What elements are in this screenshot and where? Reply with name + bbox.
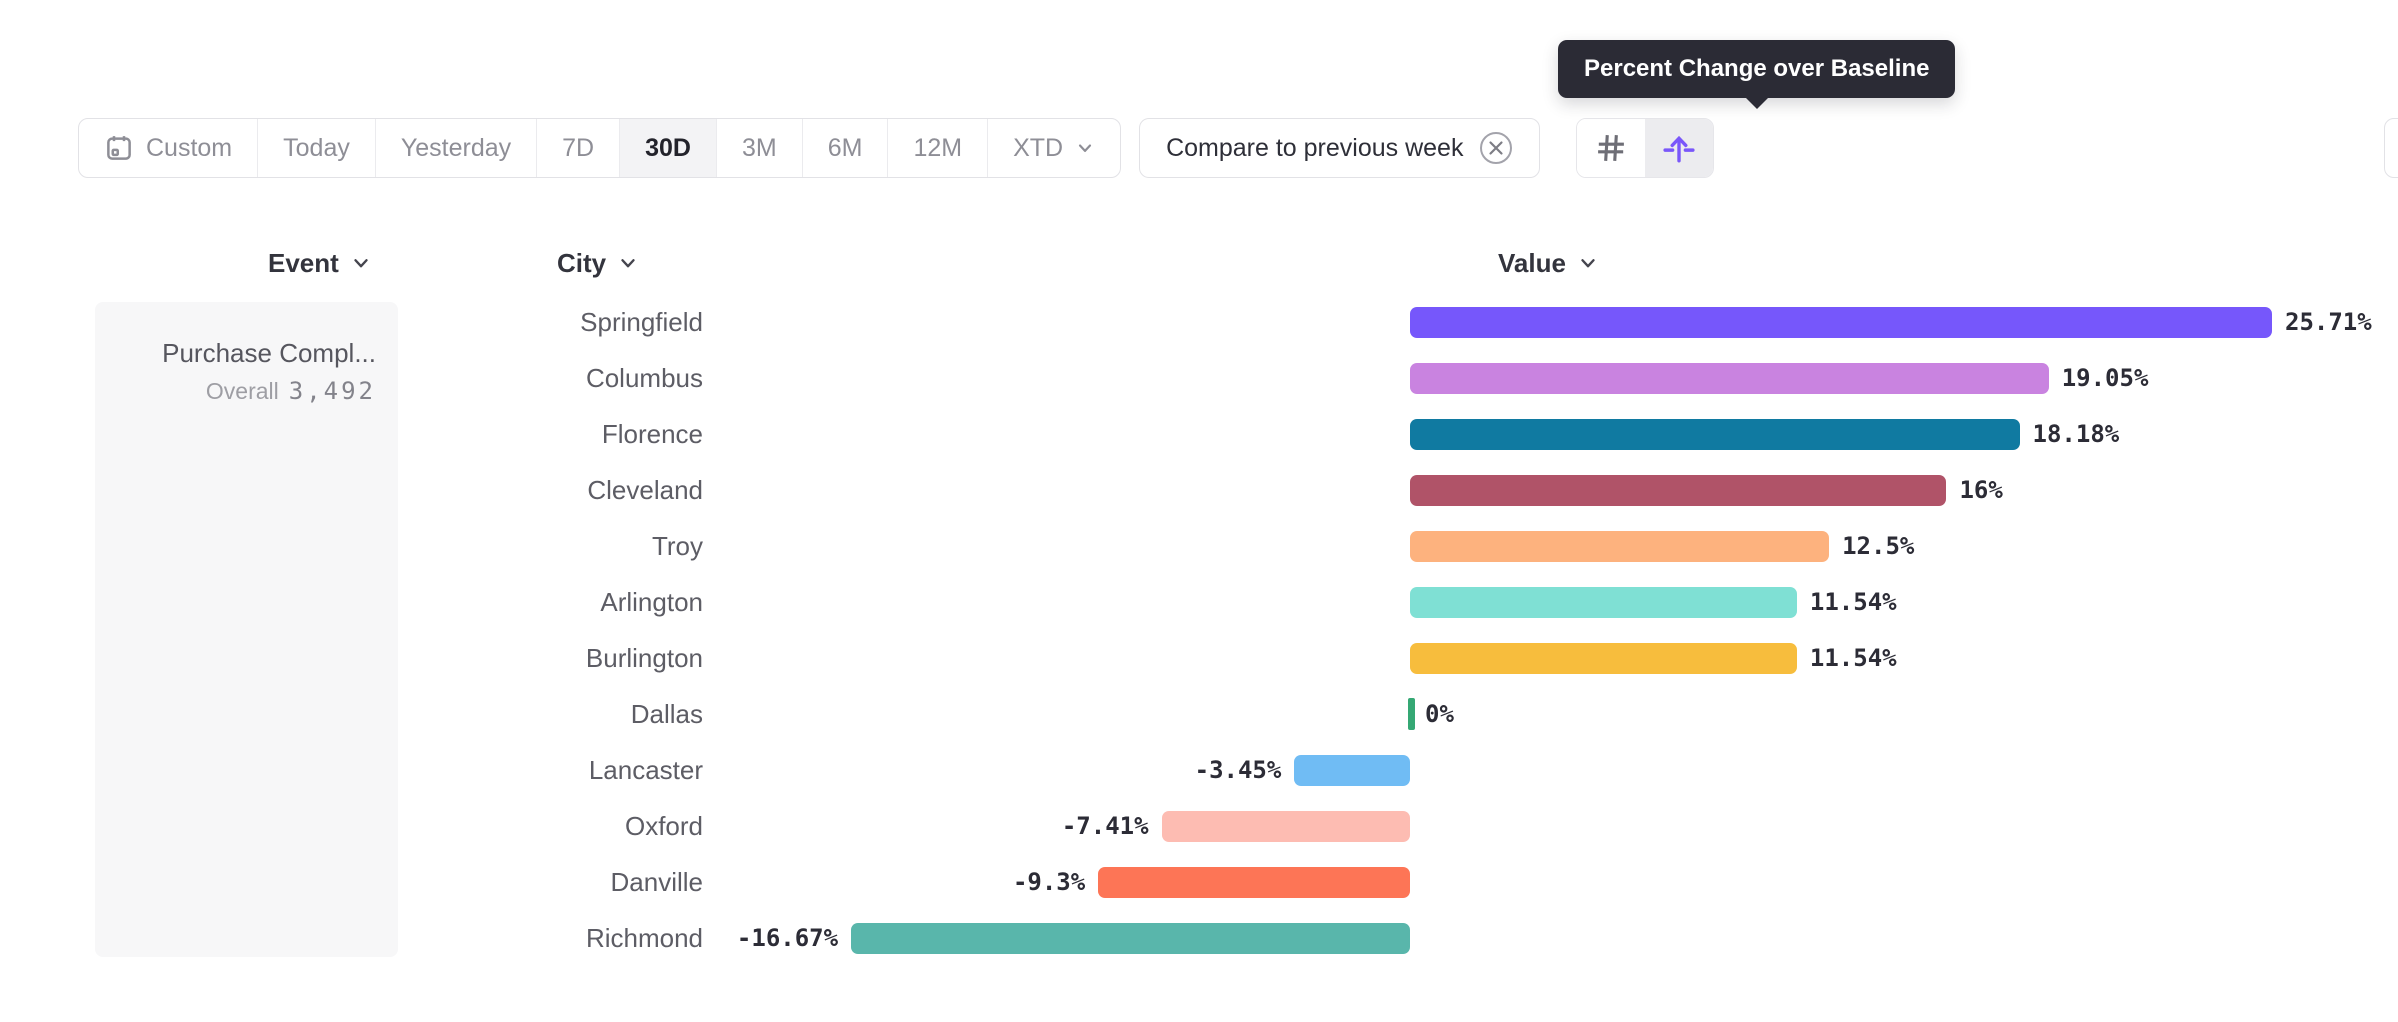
view-toggle <box>1576 118 1715 178</box>
value-label-lancaster: -3.45% <box>1194 756 1282 784</box>
column-header-value[interactable]: Value <box>1498 246 1599 280</box>
column-header-label: Value <box>1498 247 1566 278</box>
edge-partial-button[interactable] <box>2384 118 2398 178</box>
column-header-city[interactable]: City <box>557 246 639 280</box>
row-label-troy: Troy <box>651 531 703 561</box>
bar-columbus[interactable] <box>1410 362 2049 394</box>
date-range-30d[interactable]: 30D <box>619 119 716 177</box>
bar-oxford[interactable] <box>1161 810 1410 842</box>
date-range-label: 3M <box>741 133 777 162</box>
row-label-lancaster: Lancaster <box>588 755 703 785</box>
bar-burlington[interactable] <box>1410 642 1797 674</box>
bar-lancaster[interactable] <box>1294 754 1410 786</box>
toolbar: Custom Today Yesterday 7D 30D 3M 6M 12M XTD Comp… <box>78 118 1715 178</box>
date-range-control: Custom Today Yesterday 7D 30D 3M 6M 12M XTD <box>78 118 1122 178</box>
bar-danville[interactable] <box>1098 866 1410 898</box>
bar-springfield[interactable] <box>1410 306 2272 338</box>
date-range-label: Custom <box>146 133 233 162</box>
arrow-up-baseline-icon <box>1663 135 1696 163</box>
date-range-label: XTD <box>1013 133 1064 162</box>
event-overall: Overall 3,492 <box>95 377 376 405</box>
value-label-troy: 12.5% <box>1842 532 1915 560</box>
chevron-down-icon <box>354 259 368 268</box>
bar-troy[interactable] <box>1410 530 1830 562</box>
value-label-arlington: 11.54% <box>1809 588 1897 616</box>
date-range-label: 30D <box>645 133 691 162</box>
row-label-dallas: Dallas <box>630 699 703 729</box>
row-label-oxford: Oxford <box>624 811 703 841</box>
row-label-richmond: Richmond <box>585 923 703 953</box>
event-overall-label: Overall <box>205 378 279 404</box>
bar-florence[interactable] <box>1410 418 2020 450</box>
value-label-oxford: -7.41% <box>1061 812 1149 840</box>
close-circle-icon[interactable] <box>1479 131 1513 165</box>
hash-grid-icon <box>1598 135 1625 161</box>
value-label-cleveland: 16% <box>1959 476 2003 504</box>
date-range-7d[interactable]: 7D <box>536 119 619 177</box>
date-range-label: 12M <box>913 133 963 162</box>
value-label-danville: -9.3% <box>1012 868 1086 896</box>
bar-dallas[interactable] <box>1408 698 1415 730</box>
compare-pill[interactable]: Compare to previous week <box>1139 118 1541 178</box>
value-label-burlington: 11.54% <box>1809 644 1897 672</box>
event-card[interactable]: Purchase Compl... Overall 3,492 <box>95 302 398 957</box>
event-overall-value: 3,492 <box>288 377 376 405</box>
date-range-label: Today <box>283 133 350 162</box>
date-range-3m[interactable]: 3M <box>715 119 802 177</box>
value-label-florence: 18.18% <box>2032 420 2120 448</box>
chevron-down-icon <box>1581 259 1595 268</box>
compare-label: Compare to previous week <box>1166 133 1464 162</box>
baseline-view-button[interactable] <box>1645 119 1714 177</box>
date-range-today[interactable]: Today <box>257 119 375 177</box>
date-range-12m[interactable]: 12M <box>887 119 987 177</box>
row-label-cleveland: Cleveland <box>587 475 703 505</box>
row-label-arlington: Arlington <box>600 587 703 617</box>
chevron-down-icon <box>1079 144 1092 152</box>
calendar-icon <box>107 136 131 160</box>
date-range-6m[interactable]: 6M <box>801 119 888 177</box>
row-label-florence: Florence <box>601 419 703 449</box>
tooltip: Percent Change over Baseline <box>1558 40 1956 109</box>
column-header-label: City <box>557 247 607 278</box>
date-range-yesterday[interactable]: Yesterday <box>374 119 536 177</box>
value-label-richmond: -16.67% <box>736 924 839 952</box>
value-label-springfield: 25.71% <box>2285 308 2372 336</box>
row-label-columbus: Columbus <box>585 363 703 393</box>
value-label-columbus: 19.05% <box>2061 364 2149 392</box>
date-range-label: 6M <box>827 133 863 162</box>
bar-arlington[interactable] <box>1410 586 1797 618</box>
date-range-xtd[interactable]: XTD <box>987 119 1120 177</box>
tooltip-text: Percent Change over Baseline <box>1584 55 1930 82</box>
row-label-burlington: Burlington <box>585 643 703 673</box>
column-header-event[interactable]: Event <box>268 246 372 280</box>
column-header-label: Event <box>268 247 339 278</box>
row-label-danville: Danville <box>610 867 704 897</box>
bar-cleveland[interactable] <box>1410 474 1947 506</box>
date-range-custom[interactable]: Custom <box>79 119 257 177</box>
row-label-springfield: Springfield <box>580 307 703 337</box>
grid-view-button[interactable] <box>1577 119 1646 177</box>
date-range-label: 7D <box>562 133 595 162</box>
value-label-dallas: 0% <box>1425 700 1454 728</box>
tooltip-pointer <box>1743 96 1770 109</box>
bar-richmond[interactable] <box>851 922 1410 954</box>
event-name: Purchase Compl... <box>162 338 376 368</box>
date-range-label: Yesterday <box>400 133 512 162</box>
chevron-down-icon <box>621 259 635 268</box>
